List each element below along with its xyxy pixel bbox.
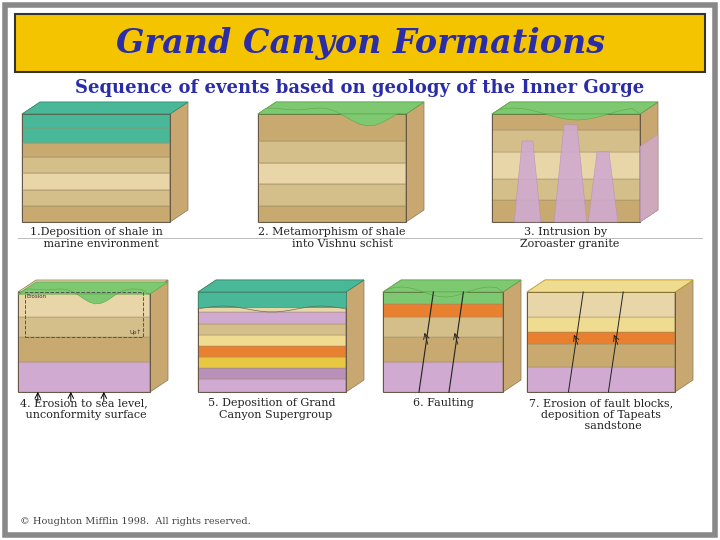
Polygon shape bbox=[383, 292, 503, 304]
Polygon shape bbox=[503, 280, 521, 392]
Polygon shape bbox=[18, 362, 150, 392]
Polygon shape bbox=[383, 317, 503, 337]
Polygon shape bbox=[198, 335, 346, 346]
Polygon shape bbox=[198, 280, 364, 292]
Polygon shape bbox=[22, 102, 188, 114]
Polygon shape bbox=[514, 141, 541, 222]
Polygon shape bbox=[258, 102, 424, 114]
Polygon shape bbox=[22, 157, 170, 173]
Text: Grand Canyon Formations: Grand Canyon Formations bbox=[115, 26, 605, 59]
Polygon shape bbox=[588, 152, 618, 222]
Polygon shape bbox=[198, 379, 346, 392]
Polygon shape bbox=[198, 357, 346, 368]
Text: Erosion: Erosion bbox=[27, 294, 47, 299]
Polygon shape bbox=[170, 102, 188, 222]
Polygon shape bbox=[258, 102, 424, 114]
Polygon shape bbox=[527, 280, 693, 292]
Polygon shape bbox=[383, 280, 521, 292]
Polygon shape bbox=[22, 206, 170, 222]
Polygon shape bbox=[18, 317, 150, 337]
Text: 1.Deposition of shale in
   marine environment: 1.Deposition of shale in marine environm… bbox=[30, 227, 163, 248]
Polygon shape bbox=[22, 128, 170, 143]
Polygon shape bbox=[406, 102, 424, 222]
Polygon shape bbox=[527, 332, 675, 344]
Bar bbox=[24, 292, 143, 337]
Polygon shape bbox=[492, 179, 640, 200]
Polygon shape bbox=[258, 108, 406, 126]
Polygon shape bbox=[527, 317, 675, 332]
Polygon shape bbox=[492, 102, 658, 114]
Polygon shape bbox=[383, 280, 521, 292]
Polygon shape bbox=[527, 292, 675, 317]
Polygon shape bbox=[22, 102, 188, 114]
Polygon shape bbox=[527, 280, 693, 292]
Polygon shape bbox=[675, 280, 693, 392]
Polygon shape bbox=[383, 287, 503, 297]
Polygon shape bbox=[383, 304, 503, 317]
Text: 5. Deposition of Grand
  Canyon Supergroup: 5. Deposition of Grand Canyon Supergroup bbox=[208, 398, 336, 420]
Polygon shape bbox=[18, 280, 168, 292]
Text: 4. Erosion to sea level,
 unconformity surface: 4. Erosion to sea level, unconformity su… bbox=[20, 398, 148, 420]
Polygon shape bbox=[198, 324, 346, 335]
Polygon shape bbox=[18, 289, 150, 304]
Polygon shape bbox=[554, 125, 587, 222]
Polygon shape bbox=[198, 292, 346, 312]
FancyBboxPatch shape bbox=[5, 5, 715, 535]
Polygon shape bbox=[18, 337, 150, 362]
Polygon shape bbox=[640, 134, 658, 222]
Polygon shape bbox=[492, 200, 640, 222]
Polygon shape bbox=[492, 152, 640, 179]
Polygon shape bbox=[258, 114, 406, 141]
Text: 3. Intrusion by
  Zoroaster granite: 3. Intrusion by Zoroaster granite bbox=[513, 227, 619, 248]
Polygon shape bbox=[22, 173, 170, 190]
Polygon shape bbox=[258, 206, 406, 222]
Polygon shape bbox=[383, 337, 503, 362]
Polygon shape bbox=[527, 367, 675, 392]
Text: 7. Erosion of fault blocks,
deposition of Tapeats
       sandstone: 7. Erosion of fault blocks, deposition o… bbox=[529, 398, 673, 431]
Polygon shape bbox=[258, 163, 406, 184]
Polygon shape bbox=[198, 312, 346, 324]
Polygon shape bbox=[492, 102, 658, 114]
Text: Up↑: Up↑ bbox=[130, 329, 141, 335]
Text: Sequence of events based on geology of the Inner Gorge: Sequence of events based on geology of t… bbox=[76, 79, 644, 97]
Text: 6. Faulting: 6. Faulting bbox=[413, 398, 474, 408]
FancyBboxPatch shape bbox=[15, 14, 705, 72]
Text: 2. Metamorphism of shale
      into Vishnu schist: 2. Metamorphism of shale into Vishnu sch… bbox=[258, 227, 406, 248]
Polygon shape bbox=[492, 130, 640, 152]
Polygon shape bbox=[18, 292, 150, 317]
Polygon shape bbox=[198, 346, 346, 357]
Polygon shape bbox=[258, 184, 406, 206]
Polygon shape bbox=[22, 143, 170, 157]
Polygon shape bbox=[492, 114, 640, 130]
Polygon shape bbox=[150, 280, 168, 392]
Text: © Houghton Mifflin 1998.  All rights reserved.: © Houghton Mifflin 1998. All rights rese… bbox=[20, 517, 251, 526]
Polygon shape bbox=[527, 344, 675, 367]
Polygon shape bbox=[258, 141, 406, 163]
Polygon shape bbox=[198, 368, 346, 379]
Polygon shape bbox=[383, 362, 503, 392]
Polygon shape bbox=[18, 282, 168, 294]
Polygon shape bbox=[640, 102, 658, 222]
Polygon shape bbox=[22, 114, 170, 128]
Polygon shape bbox=[346, 280, 364, 392]
Polygon shape bbox=[198, 292, 346, 307]
Polygon shape bbox=[198, 280, 364, 292]
Polygon shape bbox=[22, 190, 170, 206]
Polygon shape bbox=[492, 108, 640, 120]
